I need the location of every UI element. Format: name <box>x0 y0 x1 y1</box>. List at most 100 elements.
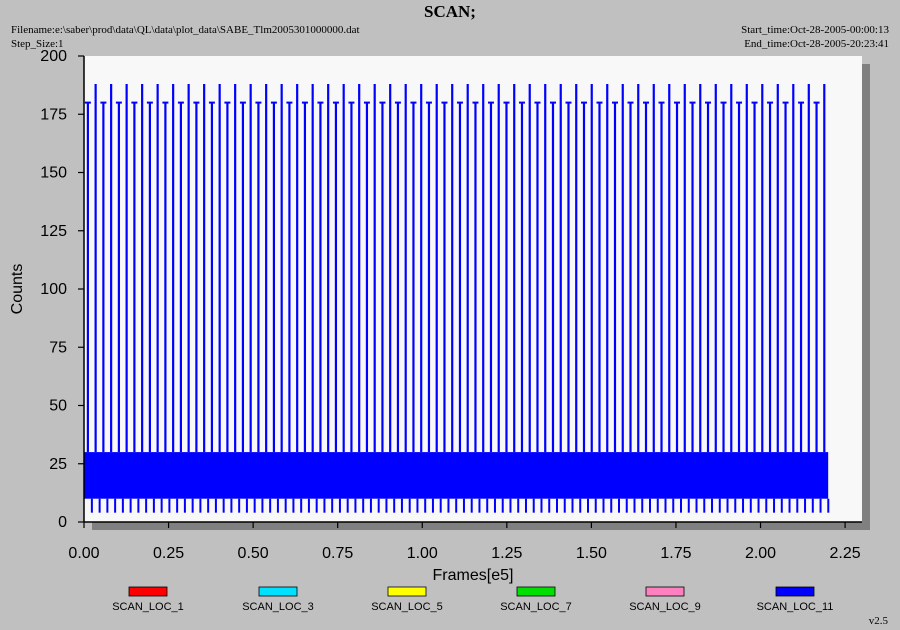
scan-excursion <box>224 101 233 513</box>
scan-excursion <box>528 83 535 513</box>
scan-excursion <box>125 83 132 513</box>
scan-excursion <box>761 83 768 513</box>
x-axis-title: Frames[e5] <box>433 567 514 584</box>
scan-excursion <box>156 83 163 513</box>
scan-excursion <box>518 101 527 513</box>
scan-excursion <box>451 83 458 513</box>
scan-excursion <box>776 83 783 513</box>
scan-excursion <box>482 83 489 513</box>
scan-excursion <box>239 101 248 513</box>
scan-excursion <box>435 83 442 513</box>
legend-label: SCAN_LOC_11 <box>757 601 834 613</box>
end-time-label: End_time:Oct-28-2005-20:23:41 <box>744 38 889 50</box>
legend-item: SCAN_LOC_1 <box>112 586 184 613</box>
chart-title: SCAN; <box>424 2 476 21</box>
legend-label: SCAN_LOC_1 <box>112 601 184 613</box>
y-tick-label: 25 <box>49 456 67 473</box>
legend-item: SCAN_LOC_5 <box>371 586 443 613</box>
scan-excursion <box>720 101 729 513</box>
scan-excursion <box>472 101 481 513</box>
x-tick-label: 0.00 <box>68 545 99 562</box>
scan-excursion <box>234 83 241 513</box>
scan-excursion <box>342 83 349 513</box>
scan-excursion <box>534 101 543 513</box>
scan-excursion <box>389 83 396 513</box>
scan-excursion <box>736 101 745 513</box>
scan-excursion <box>497 83 504 513</box>
scan-excursion <box>162 101 171 513</box>
scan-excursion <box>110 83 117 513</box>
scan-excursion <box>317 101 326 513</box>
data-layer <box>84 83 830 513</box>
legend-item: SCAN_LOC_3 <box>242 586 314 613</box>
scan-excursion <box>606 83 613 513</box>
y-tick-label: 0 <box>58 514 67 531</box>
scan-excursion <box>441 101 450 513</box>
scan-excursion <box>270 101 279 513</box>
scan-excursion <box>668 83 675 513</box>
legend-label: SCAN_LOC_5 <box>371 601 443 613</box>
scan-excursion <box>404 83 411 513</box>
legend-swatch <box>775 586 815 597</box>
scan-excursion <box>487 101 496 513</box>
scan-excursion <box>730 83 737 513</box>
scan-excursion <box>177 101 186 513</box>
scan-excursion <box>513 83 520 513</box>
scan-excursion <box>84 101 93 513</box>
scan-excursion <box>203 83 210 513</box>
x-tick-label: 1.50 <box>576 545 607 562</box>
legend-swatch <box>387 586 427 597</box>
scan-excursion <box>466 83 473 513</box>
legend: SCAN_LOC_1 SCAN_LOC_3 SCAN_LOC_5 SCAN_LOC_7… <box>112 586 834 613</box>
y-tick-label: 50 <box>49 398 67 415</box>
y-tick-label: 125 <box>40 223 67 240</box>
scan-excursion <box>425 101 434 513</box>
scan-excursion <box>255 101 264 513</box>
legend-swatch <box>645 586 685 597</box>
scan-excursion <box>311 83 318 513</box>
scan-excursion <box>792 83 799 513</box>
filename-label: Filename:e:\saber\prod\data\QL\data\plot… <box>11 24 360 36</box>
scan-excursion <box>544 83 551 513</box>
legend-label: SCAN_LOC_7 <box>500 601 572 613</box>
scan-excursion <box>286 101 295 513</box>
scan-excursion <box>683 83 690 513</box>
scan-excursion <box>503 101 512 513</box>
legend-swatch <box>128 586 168 597</box>
legend-item: SCAN_LOC_11 <box>757 586 834 613</box>
scan-excursion <box>767 101 776 513</box>
scan-excursion <box>689 101 698 513</box>
y-tick-label: 150 <box>40 165 67 182</box>
legend-label: SCAN_LOC_9 <box>629 601 701 613</box>
step-size-label: Step_Size:1 <box>11 38 64 50</box>
scan-excursion <box>807 83 814 513</box>
scan-excursion <box>456 101 465 513</box>
scan-excursion <box>674 101 683 513</box>
start-time-label: Start_time:Oct-28-2005-00:00:13 <box>741 24 889 36</box>
x-tick-label: 2.00 <box>745 545 776 562</box>
scan-excursion <box>301 101 310 513</box>
axes-layer: 0 25 50 75 100 125 150 175 200 0.00 0.25 0.50 0.75 1.… <box>9 48 862 584</box>
scan-excursion <box>410 101 419 513</box>
legend-swatch <box>516 586 556 597</box>
scan-excursion <box>823 83 830 513</box>
version-label: v2.5 <box>868 615 888 627</box>
scan-excursion <box>751 101 760 513</box>
scan-excursion <box>218 83 225 513</box>
scan-excursion <box>549 101 558 513</box>
scan-excursion <box>100 101 109 513</box>
scan-excursion <box>420 83 427 513</box>
scan-excursion <box>745 83 752 513</box>
scan-excursion <box>813 101 822 513</box>
scan-excursion <box>348 101 357 513</box>
scan-excursion <box>798 101 807 513</box>
scan-excursion <box>714 83 721 513</box>
scan-excursion <box>296 83 303 513</box>
y-tick-label: 200 <box>40 48 67 65</box>
scan-excursion <box>280 83 287 513</box>
scan-excursion <box>611 101 620 513</box>
legend-label: SCAN_LOC_3 <box>242 601 314 613</box>
y-tick-label: 100 <box>40 281 67 298</box>
legend-item: SCAN_LOC_9 <box>629 586 701 613</box>
